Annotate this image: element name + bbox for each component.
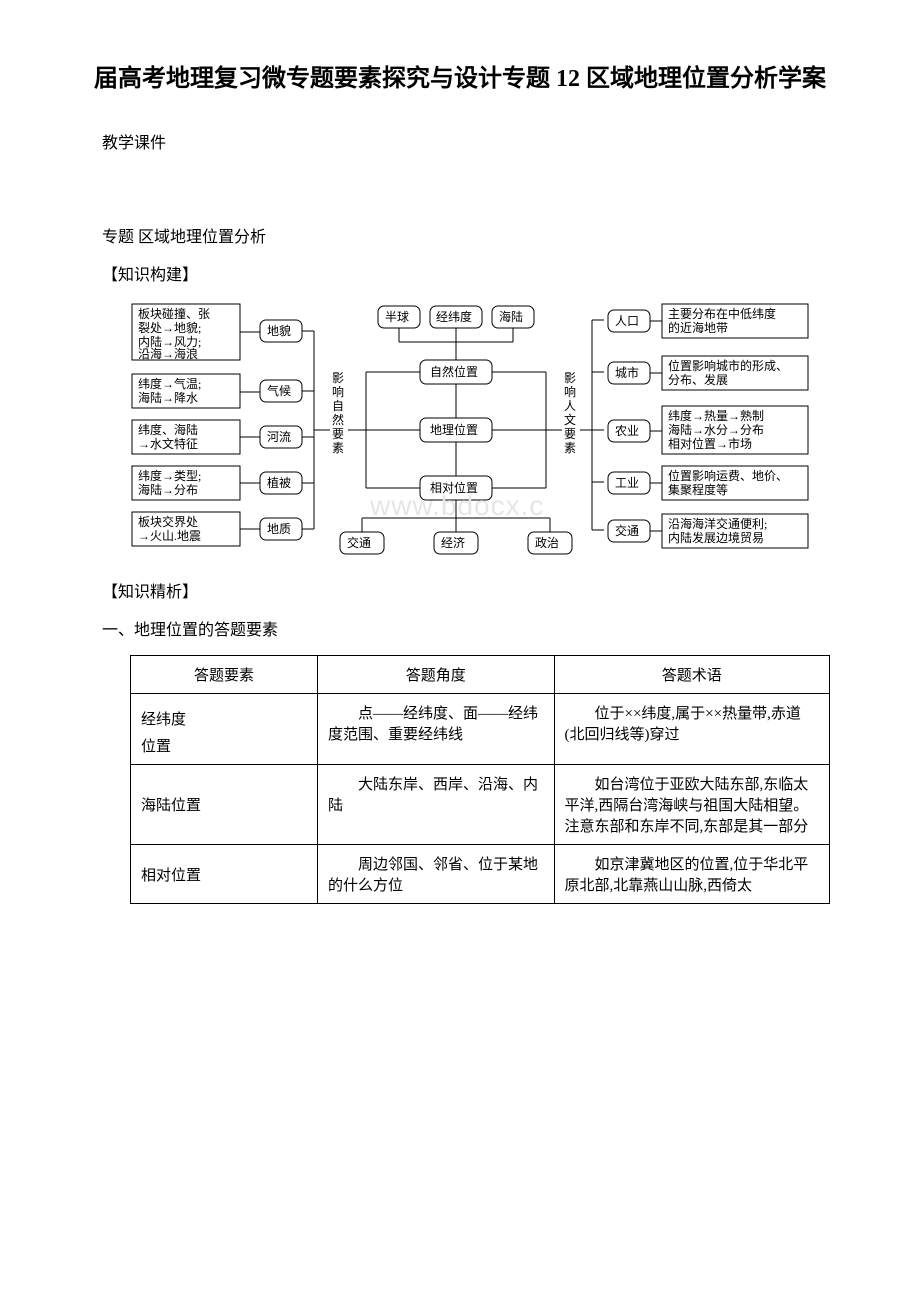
svg-text:裂处→地貌;: 裂处→地貌; (138, 320, 201, 335)
th-angle: 答题角度 (318, 656, 555, 694)
svg-text:海陆→分布: 海陆→分布 (138, 482, 198, 497)
svg-text:农业: 农业 (615, 424, 639, 438)
topic-heading: 专题 区域地理位置分析 (70, 222, 850, 254)
svg-text:海陆: 海陆 (499, 309, 523, 324)
answer-elements-table: 答题要素 答题角度 答题术语 经纬度 位置 点——经纬度、面——经纬度范围、重要… (130, 655, 830, 904)
cell-element-1: 经纬度 位置 (131, 694, 318, 765)
svg-text:工业: 工业 (615, 476, 639, 490)
section-knowledge-build: 【知识构建】 (70, 260, 850, 292)
cell-term-3: 如京津冀地区的位置,位于华北平原北部,北靠燕山山脉,西倚太 (554, 845, 829, 904)
svg-text:主要分布在中低纬度: 主要分布在中低纬度 (668, 306, 776, 321)
th-term: 答题术语 (554, 656, 829, 694)
svg-text:响: 响 (332, 384, 344, 399)
th-element: 答题要素 (131, 656, 318, 694)
svg-text:地貌: 地貌 (267, 323, 291, 338)
svg-text:位置影响城市的形成、: 位置影响城市的形成、 (668, 358, 788, 373)
cell-element-3: 相对位置 (131, 845, 318, 904)
cell-angle-2: 大陆东岸、西岸、沿海、内陆 (318, 765, 555, 845)
svg-text:内陆发展边境贸易: 内陆发展边境贸易 (668, 530, 764, 545)
svg-text:要: 要 (332, 427, 344, 441)
svg-text:半球: 半球 (385, 310, 409, 324)
svg-text:集聚程度等: 集聚程度等 (668, 482, 728, 497)
svg-text:板块碰撞、张: 板块碰撞、张 (138, 306, 210, 321)
section-answer-elements: 一、地理位置的答题要素 (70, 615, 850, 647)
cell-element-2: 海陆位置 (131, 765, 318, 845)
svg-text:植被: 植被 (267, 475, 291, 490)
svg-text:地质: 地质 (267, 522, 291, 536)
svg-text:沿海→海浪: 沿海→海浪 (138, 346, 198, 361)
svg-text:气候: 气候 (267, 383, 291, 398)
svg-text:响: 响 (564, 384, 576, 399)
svg-text:自然位置: 自然位置 (430, 364, 478, 379)
cell-angle-3: 周边邻国、邻省、位于某地的什么方位 (318, 845, 555, 904)
svg-text:海陆→水分→分布: 海陆→水分→分布 (668, 422, 764, 437)
cell-angle-1: 点——经纬度、面——经纬度范围、重要经纬线 (318, 694, 555, 765)
cell-term-1: 位于××纬度,属于××热量带,赤道(北回归线等)穿过 (554, 694, 829, 765)
svg-text:相对位置→市场: 相对位置→市场 (668, 436, 752, 451)
knowledge-diagram: www.bdocx.c .bx { fill:#ffffff; stroke:#… (130, 302, 850, 567)
svg-text:城市: 城市 (615, 365, 639, 380)
diagram-svg: .bx { fill:#ffffff; stroke:#000000; stro… (130, 302, 810, 562)
svg-text:影: 影 (564, 371, 576, 385)
subtitle: 教学课件 (70, 128, 850, 160)
section-knowledge-analysis: 【知识精析】 (70, 577, 850, 609)
svg-text:板块交界处: 板块交界处 (138, 514, 198, 529)
svg-text:素: 素 (564, 441, 576, 455)
svg-text:海陆→降水: 海陆→降水 (138, 390, 198, 405)
table-row: 相对位置 周边邻国、邻省、位于某地的什么方位 如京津冀地区的位置,位于华北平原北… (131, 845, 830, 904)
svg-text:相对位置: 相对位置 (430, 480, 478, 495)
svg-text:经济: 经济 (441, 535, 465, 550)
cell-term-2: 如台湾位于亚欧大陆东部,东临太平洋,西隔台湾海峡与祖国大陆相望。注意东部和东岸不… (554, 765, 829, 845)
svg-text:影: 影 (332, 371, 344, 385)
svg-text:然: 然 (332, 412, 344, 427)
svg-text:文: 文 (564, 412, 576, 427)
svg-text:纬度→气温;: 纬度→气温; (138, 376, 201, 391)
svg-text:纬度→热量→熟制: 纬度→热量→熟制 (668, 408, 764, 423)
table-header-row: 答题要素 答题角度 答题术语 (131, 656, 830, 694)
svg-text:要: 要 (564, 427, 576, 441)
table-row: 海陆位置 大陆东岸、西岸、沿海、内陆 如台湾位于亚欧大陆东部,东临太平洋,西隔台… (131, 765, 830, 845)
svg-text:素: 素 (332, 441, 344, 455)
svg-text:人口: 人口 (615, 314, 639, 328)
svg-text:交通: 交通 (347, 535, 371, 550)
svg-text:人: 人 (564, 399, 576, 413)
svg-text:交通: 交通 (615, 523, 639, 538)
svg-text:位置影响运费、地价、: 位置影响运费、地价、 (668, 468, 788, 483)
doc-title: 届高考地理复习微专题要素探究与设计专题 12 区域地理位置分析学案 (70, 60, 850, 98)
svg-text:沿海海洋交通便利;: 沿海海洋交通便利; (668, 516, 767, 531)
svg-text:分布、发展: 分布、发展 (668, 372, 728, 387)
svg-text:→火山.地震: →火山.地震 (138, 529, 201, 543)
svg-text:河流: 河流 (267, 430, 291, 444)
svg-text:自: 自 (332, 399, 344, 413)
table-row: 经纬度 位置 点——经纬度、面——经纬度范围、重要经纬线 位于××纬度,属于××… (131, 694, 830, 765)
svg-text:纬度、海陆: 纬度、海陆 (138, 422, 198, 437)
svg-text:的近海地带: 的近海地带 (668, 320, 728, 335)
svg-text:→水文特征: →水文特征 (138, 436, 198, 451)
svg-text:纬度→类型;: 纬度→类型; (138, 468, 201, 483)
svg-text:政治: 政治 (535, 536, 559, 550)
svg-text:经纬度: 经纬度 (436, 309, 472, 324)
svg-text:地理位置: 地理位置 (430, 422, 478, 437)
